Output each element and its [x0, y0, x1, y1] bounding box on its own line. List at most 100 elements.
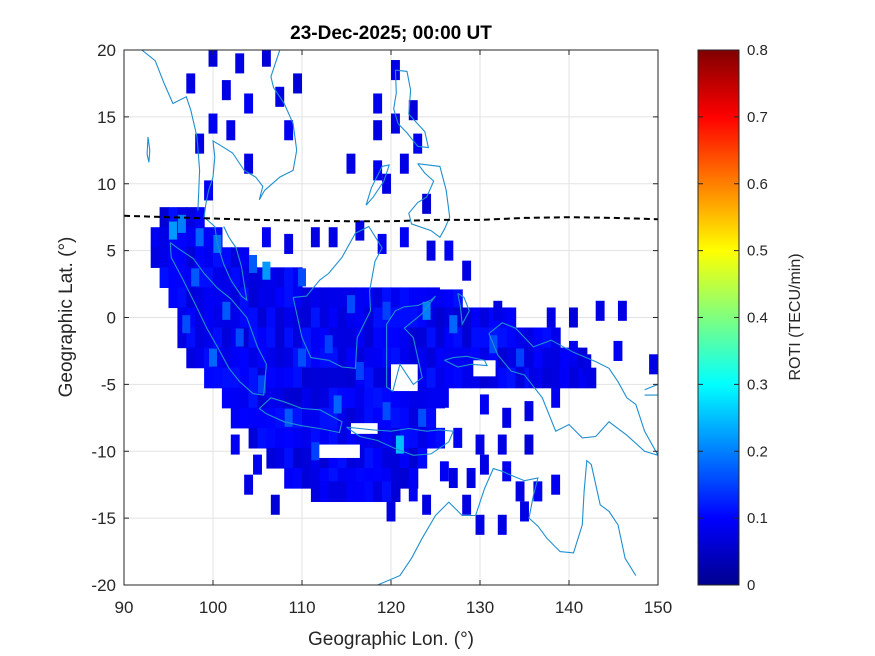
roti-cell — [302, 327, 312, 349]
roti-cell-isolated — [617, 300, 627, 321]
roti-cell — [346, 327, 356, 349]
roti-hotspot — [311, 442, 320, 461]
roti-cell-isolated — [577, 367, 587, 388]
roti-hotspot — [195, 228, 204, 247]
roti-cell — [230, 247, 241, 268]
roti-hotspot — [297, 268, 307, 287]
roti-cell — [293, 327, 303, 349]
roti-hotspot — [297, 348, 307, 367]
roti-cell — [408, 347, 419, 369]
roti-cell — [266, 287, 276, 309]
roti-cell — [221, 367, 232, 389]
roti-cell-isolated — [391, 113, 400, 134]
roti-cell — [319, 467, 330, 489]
roti-cell — [266, 307, 276, 329]
roti-cell — [310, 407, 321, 429]
roti-cell — [319, 367, 330, 389]
roti-hotspot — [208, 348, 218, 367]
roti-cell — [533, 367, 543, 389]
roti-cell — [177, 327, 187, 349]
data-gap — [391, 364, 418, 392]
roti-cell — [355, 427, 365, 449]
roti-cell — [293, 407, 303, 429]
roti-cell — [150, 247, 161, 268]
roti-cell — [391, 287, 401, 309]
roti-cell — [302, 467, 312, 489]
roti-cell — [391, 387, 401, 409]
roti-cell — [293, 287, 303, 309]
roti-cell — [480, 367, 490, 389]
roti-cell — [417, 447, 428, 469]
roti-cell — [355, 387, 365, 409]
roti-cell — [293, 447, 303, 469]
colorbar-tick-label: 0 — [747, 577, 755, 594]
roti-cell — [266, 447, 276, 469]
roti-cell — [213, 247, 223, 268]
roti-cell-isolated — [284, 120, 294, 141]
roti-cell — [373, 481, 383, 503]
roti-cell — [275, 307, 285, 329]
roti-cell — [284, 327, 294, 349]
roti-cell — [337, 367, 348, 389]
roti-cell — [364, 407, 374, 429]
roti-cell — [284, 347, 294, 369]
roti-cell — [302, 347, 312, 369]
roti-cell-isolated — [293, 73, 302, 94]
roti-cell-isolated — [399, 153, 409, 174]
roti-cell-isolated — [399, 227, 409, 248]
roti-cell — [230, 287, 241, 309]
roti-cell — [426, 387, 437, 409]
roti-cell — [417, 327, 428, 349]
roti-cell — [399, 327, 410, 349]
roti-cell — [399, 387, 410, 409]
roti-cell — [417, 287, 428, 309]
roti-cell — [408, 307, 419, 329]
roti-cell — [373, 427, 383, 449]
roti-cell-isolated — [551, 474, 561, 495]
roti-cell — [364, 467, 374, 489]
colorbar-label: ROTI (TECU/min) — [787, 253, 804, 380]
roti-cell — [284, 447, 294, 469]
roti-cell — [195, 327, 205, 349]
roti-cell — [382, 287, 392, 309]
roti-cell — [257, 407, 267, 429]
roti-cell-isolated — [462, 260, 472, 281]
roti-cell — [417, 387, 428, 409]
roti-cell-isolated — [524, 401, 534, 422]
roti-hotspot — [382, 301, 391, 320]
roti-cell — [497, 347, 508, 369]
roti-cell — [310, 327, 321, 349]
roti-cell — [230, 367, 241, 389]
roti-cell — [408, 467, 419, 489]
roti-cell — [480, 327, 490, 349]
roti-cell — [221, 387, 232, 409]
roti-cell — [453, 367, 463, 389]
roti-cell — [346, 387, 356, 409]
colorbar — [697, 49, 740, 586]
roti-cell — [319, 347, 330, 369]
roti-hotspot — [395, 435, 404, 454]
roti-cell — [186, 227, 196, 248]
roti-cell — [248, 407, 259, 429]
x-tick-label: 150 — [644, 598, 672, 617]
roti-hotspot — [346, 295, 355, 314]
roti-cell — [284, 267, 294, 289]
roti-cell — [195, 247, 205, 268]
roti-cell-isolated — [244, 153, 254, 174]
roti-cell-isolated — [462, 494, 472, 515]
roti-cell — [195, 287, 205, 309]
roti-cell — [373, 327, 383, 349]
roti-cell — [471, 367, 481, 389]
roti-cell — [284, 367, 294, 389]
roti-cell — [275, 407, 285, 429]
data-gap — [315, 444, 360, 458]
roti-cell — [302, 447, 312, 469]
roti-cell — [542, 367, 552, 389]
roti-cell — [399, 407, 410, 429]
x-axis-label: Geographic Lon. (°) — [308, 629, 474, 650]
roti-cell — [337, 387, 348, 409]
roti-cell — [159, 227, 170, 248]
roti-cell — [266, 347, 276, 369]
roti-cell — [399, 447, 410, 469]
